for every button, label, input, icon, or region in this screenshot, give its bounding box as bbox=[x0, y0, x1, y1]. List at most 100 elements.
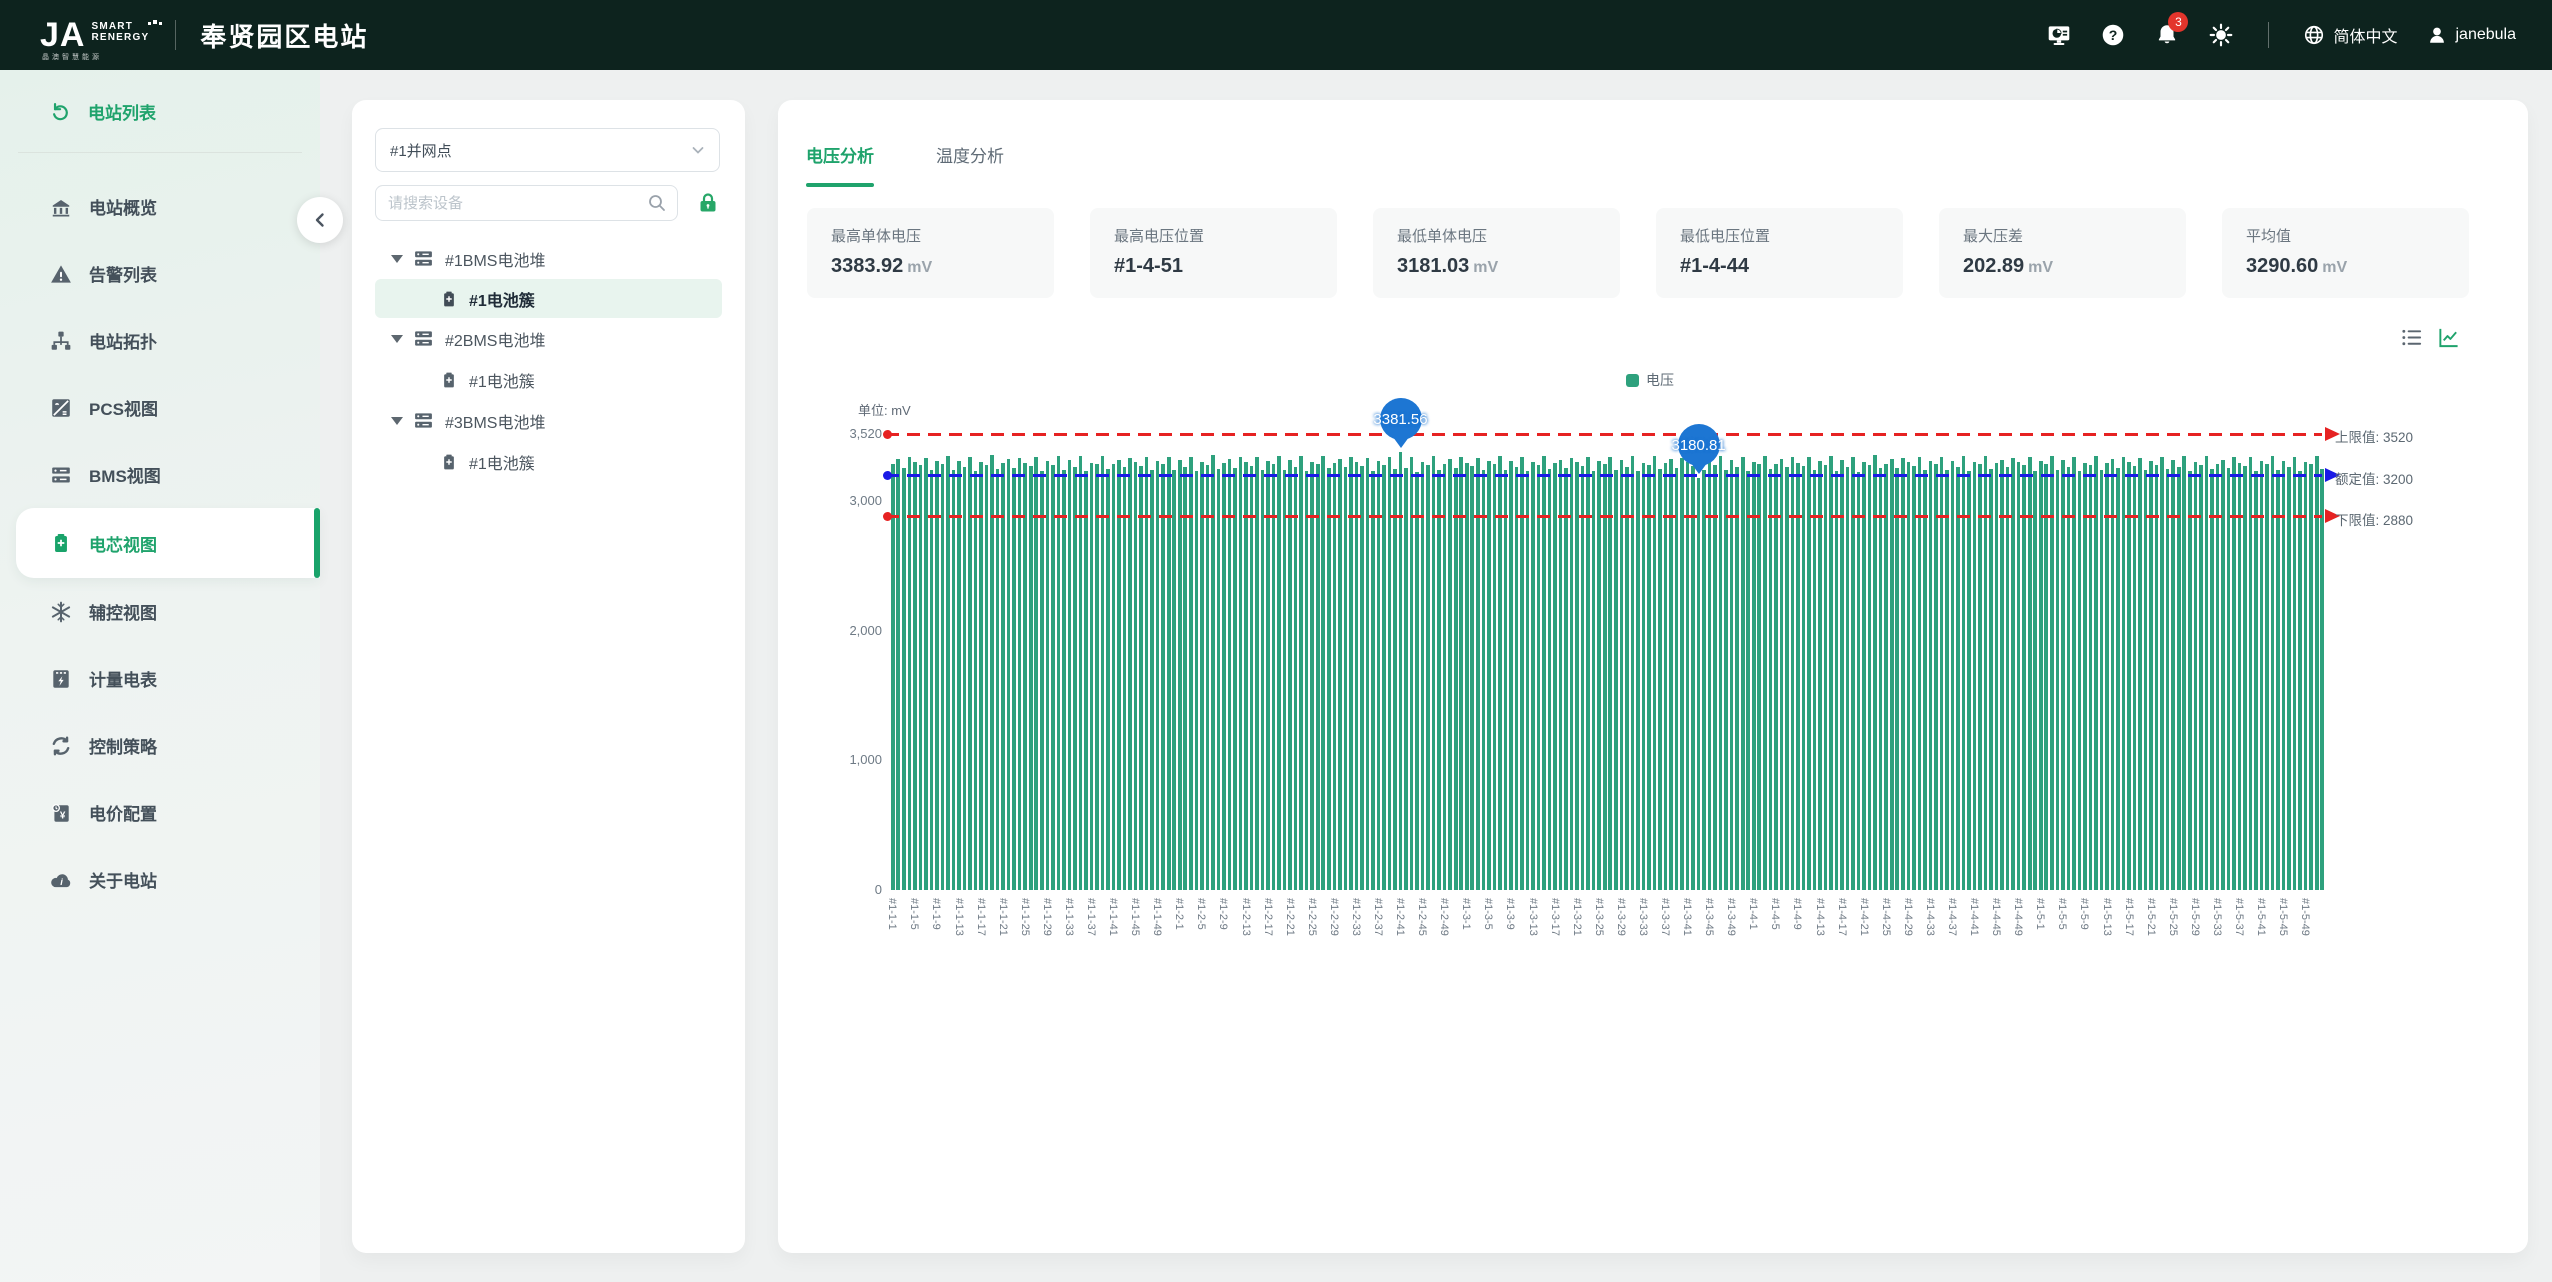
sidebar-item-strategy[interactable]: 控制策略 bbox=[0, 712, 320, 779]
voltage-bar[interactable] bbox=[1856, 471, 1861, 890]
device-search-input[interactable] bbox=[376, 194, 636, 212]
voltage-bar[interactable] bbox=[1293, 467, 1298, 890]
tree-node-bms-stack-1[interactable]: #1BMS电池堆 bbox=[352, 238, 745, 279]
voltage-bar[interactable] bbox=[2204, 455, 2209, 890]
voltage-bar[interactable] bbox=[1089, 462, 1094, 890]
voltage-bar[interactable] bbox=[1956, 467, 1960, 890]
voltage-bar[interactable] bbox=[1249, 465, 1254, 890]
voltage-bar[interactable] bbox=[2132, 466, 2137, 890]
voltage-bar[interactable] bbox=[2110, 459, 2115, 890]
voltage-bar[interactable] bbox=[1536, 464, 1541, 890]
voltage-bar[interactable] bbox=[1691, 465, 1695, 890]
voltage-bar[interactable] bbox=[1972, 461, 1977, 890]
voltage-bar[interactable] bbox=[1277, 456, 1281, 890]
voltage-bar[interactable] bbox=[1183, 466, 1188, 890]
voltage-bar[interactable] bbox=[1260, 470, 1265, 890]
voltage-bar[interactable] bbox=[1117, 459, 1121, 890]
voltage-bar[interactable] bbox=[2248, 456, 2253, 890]
voltage-bar[interactable] bbox=[1928, 461, 1933, 890]
voltage-bar[interactable] bbox=[1349, 457, 1353, 890]
notification-bell-icon[interactable]: 3 bbox=[2154, 12, 2189, 48]
voltage-bar[interactable] bbox=[1426, 465, 1430, 890]
voltage-bar[interactable] bbox=[1095, 464, 1099, 890]
voltage-bar[interactable] bbox=[1266, 460, 1270, 890]
grid-point-select[interactable]: #1并网点 bbox=[375, 128, 720, 172]
voltage-bar[interactable] bbox=[1945, 469, 1949, 890]
voltage-bar[interactable] bbox=[1139, 465, 1143, 890]
voltage-bar[interactable] bbox=[2143, 469, 2148, 890]
voltage-bar[interactable] bbox=[1144, 457, 1149, 890]
voltage-bar[interactable] bbox=[1978, 464, 1982, 890]
voltage-bar[interactable] bbox=[1884, 463, 1888, 890]
chart-legend[interactable]: 电压 bbox=[1626, 370, 1674, 390]
voltage-bar[interactable] bbox=[1067, 460, 1072, 890]
voltage-bar[interactable] bbox=[2011, 457, 2015, 890]
voltage-bar[interactable] bbox=[1878, 468, 1883, 890]
search-icon[interactable] bbox=[647, 193, 667, 213]
voltage-bar[interactable] bbox=[1939, 456, 1944, 890]
voltage-bar[interactable] bbox=[1630, 456, 1635, 890]
voltage-bar[interactable] bbox=[2055, 470, 2060, 890]
voltage-bar[interactable] bbox=[1702, 469, 1706, 890]
voltage-bar[interactable] bbox=[1547, 468, 1552, 890]
voltage-bar[interactable] bbox=[1073, 467, 1077, 890]
voltage-bar[interactable] bbox=[2309, 464, 2313, 890]
voltage-bar[interactable] bbox=[1453, 468, 1458, 890]
voltage-bar[interactable] bbox=[1056, 456, 1061, 890]
voltage-bar[interactable] bbox=[2314, 456, 2319, 890]
voltage-bar[interactable] bbox=[1834, 470, 1839, 890]
voltage-bar[interactable] bbox=[1354, 462, 1359, 890]
voltage-bar[interactable] bbox=[2000, 459, 2004, 890]
voltage-bar[interactable] bbox=[968, 456, 972, 890]
voltage-bar[interactable] bbox=[2127, 462, 2131, 890]
voltage-bar[interactable] bbox=[2105, 463, 2109, 890]
voltage-bar[interactable] bbox=[2187, 471, 2192, 890]
voltage-bar[interactable] bbox=[1332, 462, 1337, 890]
voltage-bar[interactable] bbox=[2281, 460, 2286, 890]
voltage-bar[interactable] bbox=[2099, 469, 2104, 890]
voltage-bar[interactable] bbox=[2176, 466, 2181, 890]
voltage-bar[interactable] bbox=[1437, 469, 1441, 890]
voltage-bar[interactable] bbox=[1934, 463, 1938, 890]
user-menu[interactable]: janebula bbox=[2426, 24, 2516, 46]
voltage-bar[interactable] bbox=[2044, 464, 2049, 890]
voltage-bar[interactable] bbox=[1663, 463, 1668, 890]
tab-temperature-analysis[interactable]: 温度分析 bbox=[936, 147, 1004, 166]
sidebar-item-auxiliary[interactable]: 辅控视图 bbox=[0, 578, 320, 645]
voltage-bar[interactable] bbox=[2016, 462, 2021, 890]
voltage-bar[interactable] bbox=[1580, 466, 1585, 890]
voltage-bar[interactable] bbox=[1028, 466, 1033, 890]
voltage-bar[interactable] bbox=[913, 462, 917, 890]
voltage-bar[interactable] bbox=[2298, 470, 2302, 890]
voltage-bar[interactable] bbox=[1409, 456, 1414, 890]
voltage-bar[interactable] bbox=[1133, 461, 1138, 890]
voltage-bar[interactable] bbox=[1161, 463, 1165, 890]
caret-down-icon[interactable] bbox=[391, 334, 403, 343]
caret-down-icon[interactable] bbox=[391, 416, 403, 425]
caret-down-icon[interactable] bbox=[391, 254, 403, 263]
voltage-bar[interactable] bbox=[1338, 459, 1342, 890]
tree-node-cluster-1c[interactable]: #1电池簇 bbox=[352, 441, 745, 482]
voltage-bar[interactable] bbox=[1542, 456, 1546, 890]
voltage-bar[interactable] bbox=[1724, 469, 1728, 890]
chart-view-icon[interactable] bbox=[2437, 326, 2460, 349]
voltage-bar[interactable] bbox=[1525, 471, 1530, 890]
voltage-bar[interactable] bbox=[2138, 457, 2142, 890]
sidebar-collapse-button[interactable] bbox=[297, 197, 343, 243]
voltage-bar[interactable] bbox=[2050, 455, 2054, 890]
voltage-bar[interactable] bbox=[1404, 467, 1408, 890]
sidebar-item-overview[interactable]: 电站概览 bbox=[0, 173, 320, 240]
sidebar-item-alarms[interactable]: 告警列表 bbox=[0, 240, 320, 307]
voltage-bar[interactable] bbox=[1006, 458, 1011, 890]
voltage-bar[interactable] bbox=[1531, 461, 1535, 890]
voltage-bar[interactable] bbox=[1597, 460, 1601, 890]
voltage-bar[interactable] bbox=[1371, 470, 1375, 890]
sidebar-back-station-list[interactable]: 电站列表 bbox=[0, 70, 320, 152]
voltage-bar[interactable] bbox=[1017, 457, 1022, 890]
voltage-bar[interactable] bbox=[2215, 463, 2220, 890]
voltage-bar[interactable] bbox=[2061, 460, 2065, 890]
voltage-bar[interactable] bbox=[2171, 460, 2175, 890]
voltage-bar[interactable] bbox=[1625, 467, 1629, 890]
voltage-bar[interactable] bbox=[1619, 460, 1624, 890]
voltage-bar[interactable] bbox=[2066, 466, 2071, 890]
